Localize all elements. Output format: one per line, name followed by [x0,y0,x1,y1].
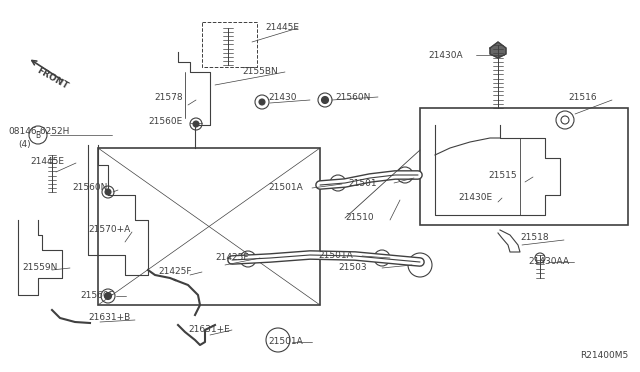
Circle shape [561,116,569,124]
Text: 21430AA: 21430AA [528,257,569,266]
Bar [98,148,320,305]
Text: 21430E: 21430E [458,193,492,202]
Circle shape [193,121,199,127]
Text: 21503: 21503 [338,263,367,273]
Circle shape [259,99,265,105]
Circle shape [321,96,328,103]
Text: 21501: 21501 [348,179,376,187]
Text: 21560F: 21560F [80,291,114,299]
Text: 21510: 21510 [345,214,374,222]
Circle shape [374,250,390,266]
Text: 21445E: 21445E [265,23,299,32]
Circle shape [330,175,346,191]
Text: (4): (4) [18,141,31,150]
Text: 21430: 21430 [268,93,296,103]
Text: FRONT: FRONT [35,65,69,90]
Circle shape [397,167,413,183]
Text: 21560E: 21560E [148,116,182,125]
Circle shape [556,111,574,129]
Text: R21400M5: R21400M5 [580,351,628,360]
Bar [420,108,628,225]
Circle shape [101,289,115,303]
Text: 21516: 21516 [568,93,596,103]
Text: 21518: 21518 [520,234,548,243]
Text: 21501A: 21501A [318,250,353,260]
Circle shape [408,253,432,277]
Text: 21515: 21515 [488,170,516,180]
Text: 21631+B: 21631+B [88,314,131,323]
Text: 21501A: 21501A [268,337,303,346]
Text: 21425F: 21425F [158,267,191,276]
Circle shape [535,253,545,263]
Text: 21425F: 21425F [215,253,248,263]
Text: 21560N: 21560N [72,183,108,192]
Circle shape [190,118,202,130]
Text: 08146-6252H: 08146-6252H [8,128,69,137]
Circle shape [255,95,269,109]
Circle shape [105,189,111,195]
Text: 21430A: 21430A [428,51,463,60]
Text: 21570+A: 21570+A [88,225,131,234]
Bar [202,22,257,67]
Circle shape [266,328,290,352]
Text: 21559N: 21559N [22,263,58,272]
Text: 2155BN: 2155BN [242,67,278,77]
Text: 21445E: 21445E [30,157,64,167]
Circle shape [104,292,111,299]
Text: 21631+E: 21631+E [188,326,230,334]
Circle shape [318,93,332,107]
Circle shape [240,251,256,267]
Text: 21560N: 21560N [335,93,371,102]
Text: B: B [35,131,40,140]
Text: 21578: 21578 [154,93,182,103]
Polygon shape [490,42,506,58]
Circle shape [102,186,114,198]
Text: 21501A: 21501A [268,183,303,192]
